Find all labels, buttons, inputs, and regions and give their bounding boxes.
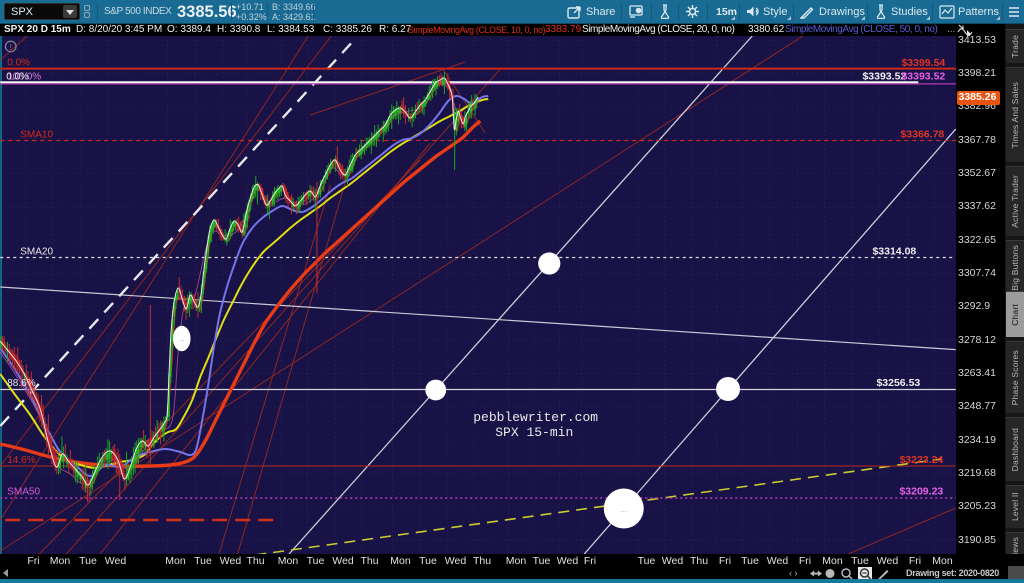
svg-text:SMA50: SMA50 (7, 487, 40, 498)
svg-text:88.6%: 88.6% (7, 378, 35, 389)
svg-text:$3393.52: $3393.52 (862, 71, 906, 83)
svg-text:pebblewriter.com: pebblewriter.com (473, 410, 598, 425)
svg-text:$3366.78: $3366.78 (900, 129, 944, 141)
svg-text:SMA20: SMA20 (20, 247, 53, 258)
svg-text:...: ... (179, 336, 185, 343)
svg-text:$3256.53: $3256.53 (876, 377, 920, 389)
svg-text:$3314.08: $3314.08 (872, 246, 916, 258)
svg-text:$3209.23: $3209.23 (899, 486, 943, 498)
svg-text:14.6%: 14.6% (7, 455, 35, 466)
svg-text:$3393.52: $3393.52 (901, 71, 945, 83)
svg-text:0.0%: 0.0% (7, 58, 30, 69)
svg-text:SMA10: SMA10 (20, 130, 53, 141)
svg-text:100.0%: 100.0% (7, 71, 41, 82)
svg-text:SPX 15-min: SPX 15-min (495, 425, 573, 440)
svg-text:!: ! (10, 43, 12, 52)
svg-text:...: ... (620, 505, 627, 514)
svg-text:$3399.54: $3399.54 (901, 57, 945, 69)
svg-text:0.0%: 0.0% (6, 71, 29, 82)
svg-text:$3223.24: $3223.24 (899, 454, 943, 466)
